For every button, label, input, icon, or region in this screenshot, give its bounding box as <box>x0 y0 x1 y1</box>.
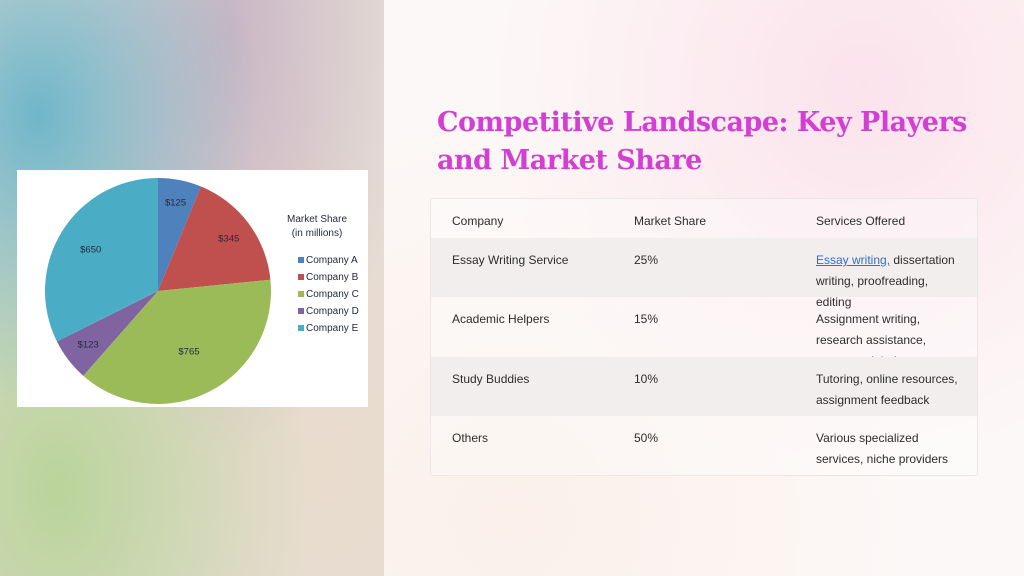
slide-title: Competitive Landscape: Key Players and M… <box>437 107 967 176</box>
services-line: dissertation <box>890 253 955 267</box>
legend-swatch <box>298 291 304 297</box>
pie-slice-label: $345 <box>218 233 239 244</box>
legend-entry: Company E <box>306 323 359 334</box>
company-name: Essay Writing Service <box>452 253 569 267</box>
legend-title-line2: (in millions) <box>292 228 343 239</box>
pie-chart-svg: $125 $345 $765 $123 $650 Market Share (in mi… <box>44 178 359 404</box>
pie-slice-label: $765 <box>178 346 199 357</box>
essay-writing-link[interactable]: Essay writing, <box>816 253 891 267</box>
legend-swatch <box>298 274 304 280</box>
services-offered: Essay writing, dissertation writing, pro… <box>816 250 966 313</box>
market-share-value: 50% <box>634 431 659 445</box>
pie-slice-company-a <box>158 178 202 291</box>
services-line: writing, proofreading, <box>816 274 929 288</box>
pie-slice-company-d <box>56 291 158 376</box>
header-services: Services Offered <box>816 214 906 228</box>
pie-slice-company-c <box>83 279 271 404</box>
legend-swatch <box>298 325 304 331</box>
pie-slice-company-b <box>158 186 271 291</box>
legend-entry: Company A <box>306 255 358 266</box>
company-name: Others <box>452 431 489 445</box>
company-name: Study Buddies <box>452 372 530 386</box>
table-header-row: Company Market Share Services Offered <box>431 199 977 238</box>
table-row: Study Buddies 10% Tutoring, online resou… <box>431 357 977 416</box>
services-offered: Various specialized services, niche prov… <box>816 428 966 470</box>
legend-swatch <box>298 308 304 314</box>
services-line: services, niche providers <box>816 452 949 466</box>
table-row: Academic Helpers 15% Assignment writing,… <box>431 297 977 368</box>
legend-swatch <box>298 257 304 263</box>
table-row: Essay Writing Service 25% Essay writing,… <box>431 238 977 309</box>
table-row: Others 50% Various specialized services,… <box>431 416 977 475</box>
services-line: Various specialized <box>816 431 919 445</box>
legend-entry: Company B <box>306 272 359 283</box>
pie-slice-label: $650 <box>80 244 101 255</box>
pie-slice-label: $123 <box>78 340 99 351</box>
services-line: Tutoring, online resources, <box>816 372 958 386</box>
market-share-value: 10% <box>634 372 659 386</box>
legend-entry: Company C <box>306 289 359 300</box>
services-line: editing <box>816 295 852 309</box>
services-line: research assistance, <box>816 333 927 347</box>
legend-entry: Company D <box>306 306 359 317</box>
competitor-table: Company Market Share Services Offered Es… <box>430 198 978 476</box>
pie-slice-label: $125 <box>165 197 186 208</box>
legend-title-line1: Market Share <box>287 214 347 225</box>
services-line: Assignment writing, <box>816 312 921 326</box>
market-share-value: 25% <box>634 253 659 267</box>
header-company: Company <box>452 214 504 228</box>
market-share-pie-chart: $125 $345 $765 $123 $650 Market Share (in mi… <box>17 170 368 407</box>
pie-slice-company-e <box>44 178 158 342</box>
header-market-share: Market Share <box>634 214 707 228</box>
services-offered: Tutoring, online resources, assignment f… <box>816 369 966 411</box>
services-line: assignment feedback <box>816 393 930 407</box>
market-share-value: 15% <box>634 312 659 326</box>
company-name: Academic Helpers <box>452 312 550 326</box>
